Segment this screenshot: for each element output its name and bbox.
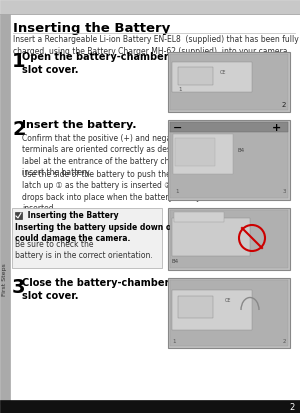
Bar [172,218,250,256]
Text: 2: 2 [290,403,295,411]
Bar [170,122,288,198]
Text: Insert a Rechargeable Li-ion Battery EN-EL8  (supplied) that has been fully
char: Insert a Rechargeable Li-ion Battery EN-… [13,35,299,56]
Text: Close the battery-chamber/memory card
slot cover.: Close the battery-chamber/memory card sl… [22,278,245,301]
Text: 2: 2 [282,102,286,108]
Bar [174,212,224,222]
Text: 3: 3 [283,189,286,194]
Text: 1: 1 [178,87,181,92]
Bar [0,400,300,413]
Bar [168,52,290,112]
Text: CE: CE [220,71,226,76]
Text: 1: 1 [172,339,175,344]
Bar [170,54,288,110]
Bar [172,62,252,92]
Text: Use the side of the battery to push the orange battery
latch up ① as the battery: Use the side of the battery to push the … [22,170,231,214]
Bar [12,208,162,268]
Text: +: + [272,123,281,133]
Text: Confirm that the positive (+) and negative (-)
terminals are oriented correctly : Confirm that the positive (+) and negati… [22,134,222,177]
Text: First Steps: First Steps [2,263,8,297]
Bar [0,14,10,404]
Bar [178,296,213,318]
Text: Be sure to check the
battery is in the correct orientation.: Be sure to check the battery is in the c… [15,240,153,260]
Bar [178,67,213,85]
Text: Open the battery-chamber/memory card
slot cover.: Open the battery-chamber/memory card slo… [22,52,244,75]
Bar [168,208,290,270]
Text: Inserting the Battery: Inserting the Battery [25,211,118,221]
Bar [15,212,22,219]
Text: CE: CE [225,297,232,302]
Text: 1: 1 [175,189,178,194]
Bar [170,122,288,132]
Bar [175,138,215,166]
Text: Inserting the battery upside down or backwards
could damage the camera.: Inserting the battery upside down or bac… [15,223,224,243]
Text: B4: B4 [172,259,179,264]
Text: 1: 1 [12,52,26,71]
Text: 3: 3 [12,278,26,297]
Text: 2: 2 [283,339,286,344]
Bar [170,280,288,346]
Text: 2: 2 [12,120,26,139]
Bar [173,134,233,174]
Text: Insert the battery.: Insert the battery. [22,120,136,130]
Text: B4: B4 [238,147,245,152]
Bar [168,278,290,348]
Bar [170,210,288,268]
Text: Inserting the Battery: Inserting the Battery [13,22,170,35]
Text: −: − [173,123,182,133]
Bar [172,290,252,330]
Bar [0,0,300,14]
Bar [168,120,290,200]
